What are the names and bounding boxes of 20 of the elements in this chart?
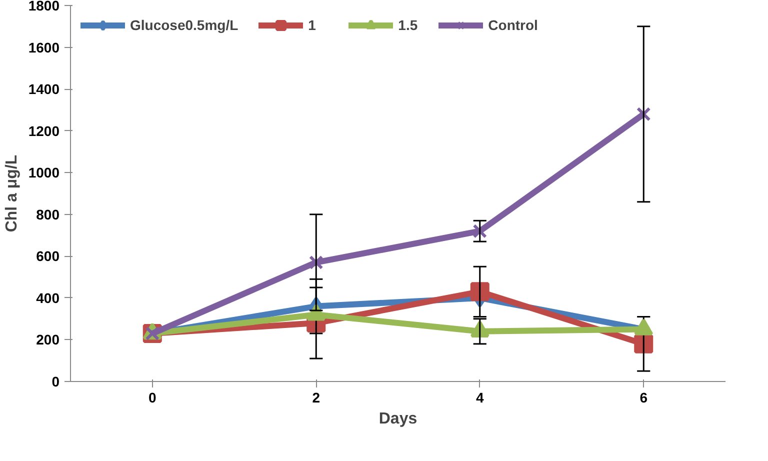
y-tick-label: 0 bbox=[52, 374, 60, 390]
x-tick-label: 2 bbox=[312, 390, 320, 406]
legend-label: 1 bbox=[308, 17, 317, 33]
x-tick-label: 4 bbox=[476, 390, 484, 406]
x-tick-label: 0 bbox=[148, 390, 156, 406]
y-tick-label: 1800 bbox=[28, 0, 60, 14]
y-tick-label: 200 bbox=[36, 332, 60, 348]
x-tick-label: 6 bbox=[640, 390, 648, 406]
legend-label: 1.5 bbox=[398, 17, 418, 33]
y-axis-title: Chl a μg/L bbox=[3, 154, 20, 232]
y-tick-label: 1400 bbox=[28, 81, 60, 98]
legend-label: Glucose0.5mg/L bbox=[130, 17, 238, 33]
y-tick-label: 1600 bbox=[28, 39, 60, 56]
y-tick-label: 400 bbox=[36, 290, 60, 306]
y-tick-label: 800 bbox=[36, 206, 60, 222]
y-tick-label: 1200 bbox=[28, 122, 60, 139]
y-tick-label: 1000 bbox=[28, 164, 60, 181]
x-axis-title: Days bbox=[378, 410, 418, 428]
y-tick-label: 600 bbox=[36, 248, 60, 264]
legend-label: Control bbox=[488, 17, 538, 33]
